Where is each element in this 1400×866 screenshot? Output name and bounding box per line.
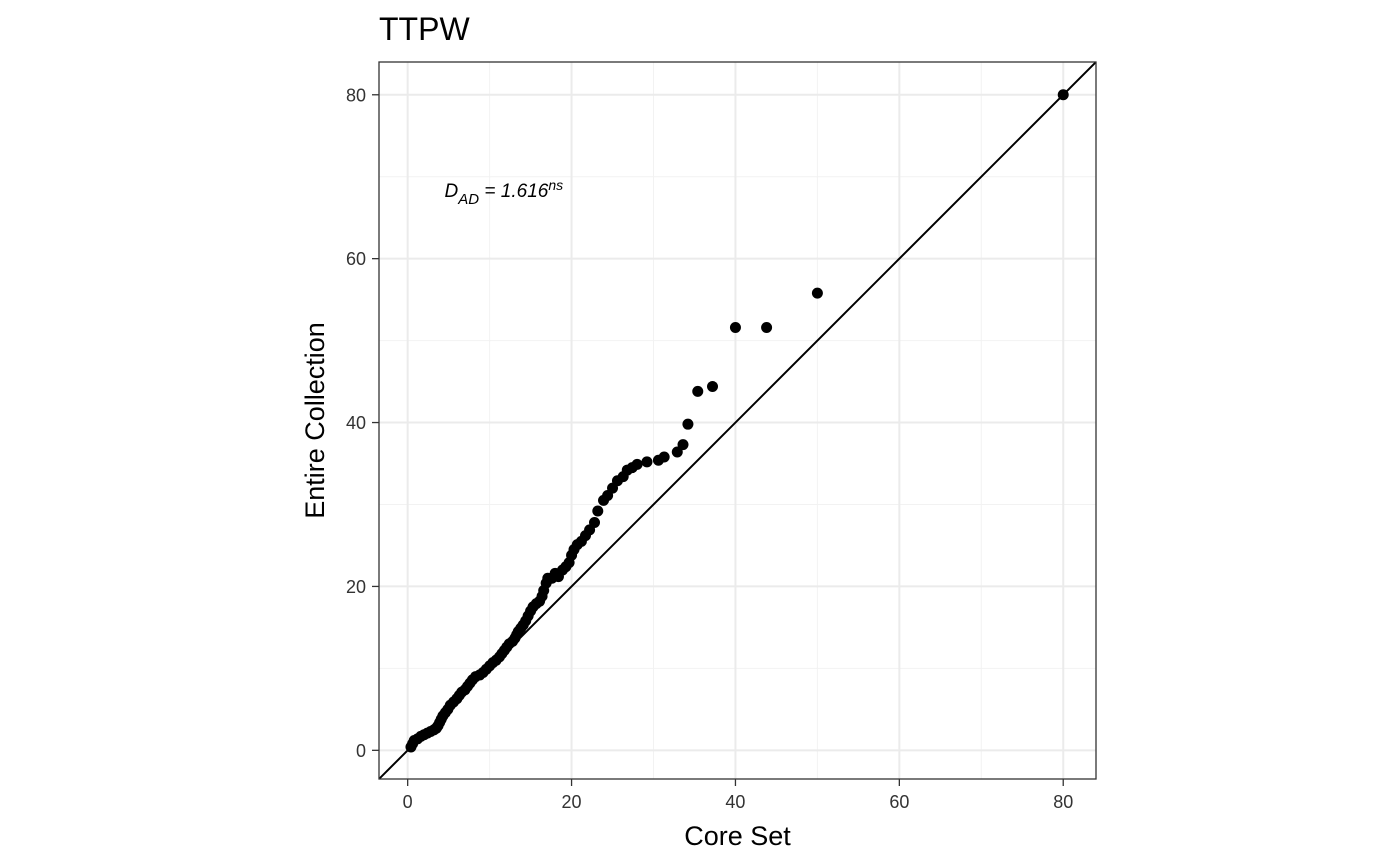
- plot-panel-border: [378, 61, 1097, 780]
- x-axis-title: Core Set: [684, 821, 791, 851]
- y-axis-ticks: 0 20 40 60 80: [346, 85, 379, 761]
- x-tick-label: 60: [889, 792, 909, 812]
- y-tick-label: 0: [356, 741, 366, 761]
- data-point: [641, 456, 653, 468]
- data-point: [671, 446, 683, 458]
- x-axis-ticks: 0 20 40 60 80: [403, 779, 1073, 812]
- data-point: [589, 517, 601, 529]
- major-gridlines: [379, 62, 1096, 779]
- data-point: [682, 418, 694, 430]
- data-point: [692, 385, 704, 397]
- x-tick-label: 40: [725, 792, 745, 812]
- data-point: [811, 287, 823, 299]
- dad-statistic-annotation: DAD = 1.616ns: [445, 177, 564, 208]
- y-tick-label: 60: [346, 249, 366, 269]
- data-point: [761, 321, 773, 333]
- data-point: [631, 458, 643, 470]
- annotation-value: = 1.616: [479, 181, 549, 202]
- x-tick-label: 80: [1053, 792, 1073, 812]
- data-point: [658, 451, 670, 463]
- x-tick-label: 0: [403, 792, 413, 812]
- data-point: [729, 321, 741, 333]
- y-axis-title: Entire Collection: [300, 322, 330, 519]
- data-points: [405, 89, 1069, 753]
- data-point: [707, 380, 719, 392]
- data-point: [677, 439, 689, 451]
- y-tick-label: 40: [346, 413, 366, 433]
- data-point: [1057, 89, 1069, 101]
- annotation-superscript: ns: [548, 177, 563, 193]
- x-tick-label: 20: [562, 792, 582, 812]
- y-tick-label: 80: [346, 85, 366, 105]
- y-tick-label: 20: [346, 577, 366, 597]
- annotation-base: D: [445, 181, 459, 202]
- plot-title: TTPW: [379, 11, 470, 47]
- annotation-subscript: AD: [457, 191, 479, 208]
- data-point: [592, 505, 604, 517]
- minor-gridlines: [379, 62, 1096, 779]
